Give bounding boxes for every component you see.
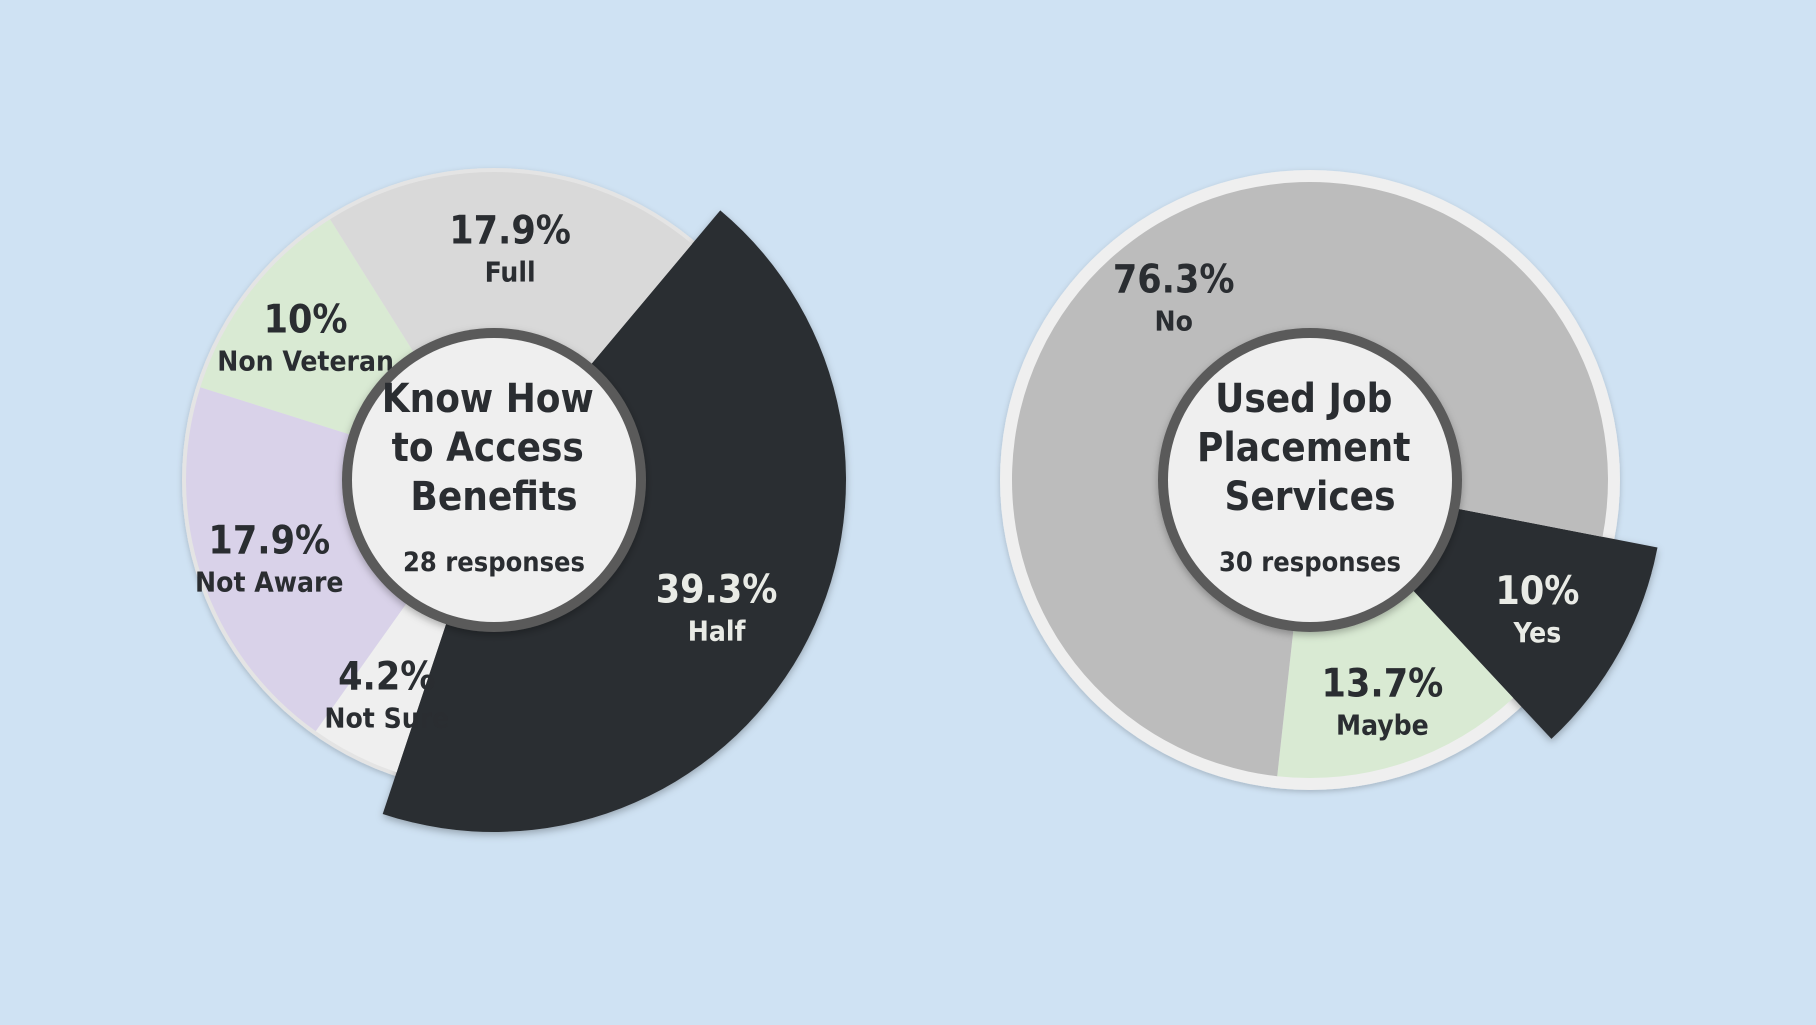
- response-count: 30 responses: [1219, 547, 1401, 578]
- chart-title: Used Job Placement Services: [1197, 376, 1423, 520]
- response-count: 28 responses: [403, 547, 585, 578]
- slice-value-label-half: 39.3%: [656, 568, 778, 613]
- slice-category-label-maybe: Maybe: [1336, 708, 1429, 741]
- slice-value-label-not-sure: 4.2%: [338, 654, 435, 699]
- slice-value-label-full: 17.9%: [449, 209, 571, 254]
- slice-category-label-half: Half: [688, 615, 747, 648]
- slice-value-label-no: 76.3%: [1113, 258, 1235, 303]
- pie-center-badge: Know How to Access Benefits 28 responses: [342, 328, 646, 632]
- slice-category-label-non-veteran: Non Veteran: [217, 345, 394, 378]
- slice-value-label-maybe: 13.7%: [1322, 661, 1444, 706]
- slice-value-label-non-veteran: 10%: [264, 298, 348, 343]
- slice-category-label-yes: Yes: [1513, 616, 1562, 649]
- chart-title: Know How to Access Benefits: [382, 376, 607, 520]
- slice-category-label-full: Full: [485, 256, 536, 289]
- pie-center-badge: Used Job Placement Services 30 responses: [1158, 328, 1462, 632]
- pie-slice-full: [330, 171, 692, 480]
- slice-value-label-yes: 10%: [1495, 569, 1579, 614]
- center-disc: [1168, 338, 1452, 622]
- slice-category-label-not-sure: Not Sure: [324, 701, 449, 734]
- slice-value-label-not-aware: 17.9%: [208, 518, 330, 563]
- slice-category-label-not-aware: Not Aware: [195, 565, 343, 598]
- center-disc: [352, 338, 636, 622]
- pie-chart-job-placement: 10%Yes 13.7%Maybe 76.3%No Used Job Placeme…: [1000, 170, 1658, 790]
- slice-category-label-no: No: [1155, 305, 1193, 338]
